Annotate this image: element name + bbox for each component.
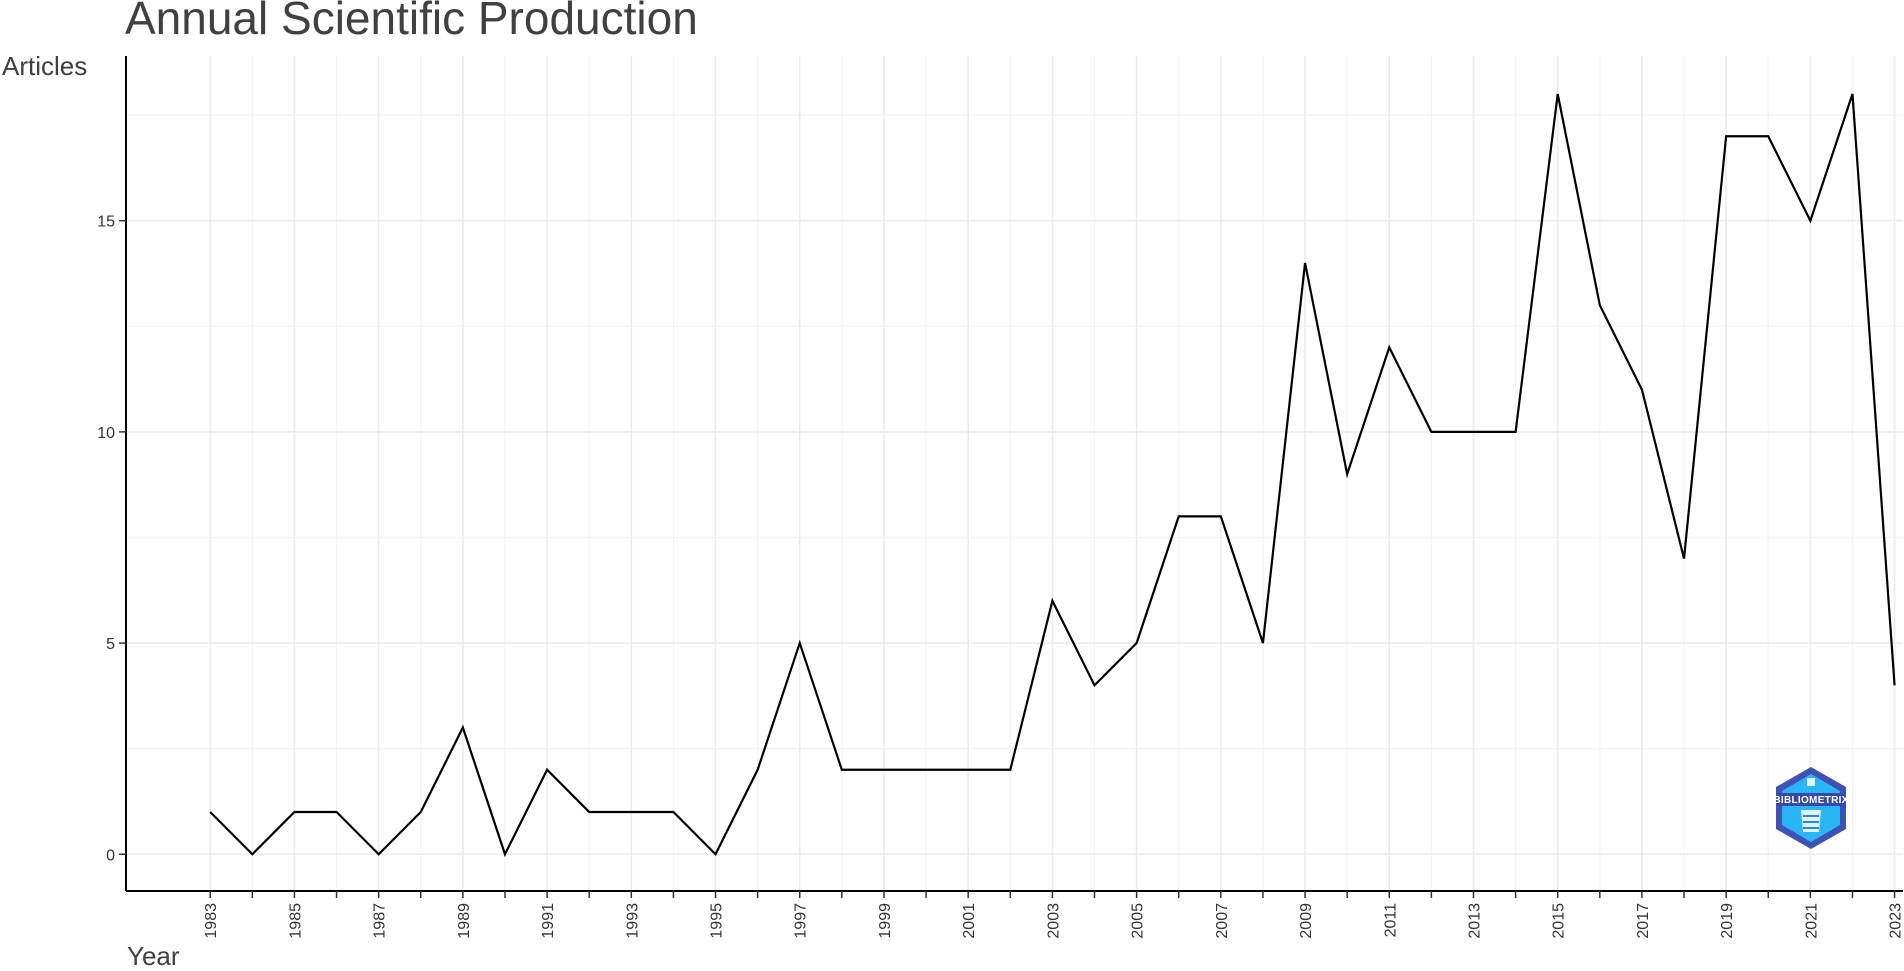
logo-stripes-icon xyxy=(1803,815,1819,829)
y-tick-label: 15 xyxy=(97,214,115,231)
x-tick-label: 2003 xyxy=(1045,903,1062,939)
x-tick-label: 1999 xyxy=(877,903,894,939)
x-tick-label: 2023 xyxy=(1888,903,1904,939)
bibliometrix-logo: BIBLIOMETRIX xyxy=(1773,767,1848,849)
logo-text: BIBLIOMETRIX xyxy=(1773,795,1848,806)
x-tick-label: 1985 xyxy=(287,903,304,939)
y-tick-label: 0 xyxy=(106,847,115,864)
x-tick-label: 1987 xyxy=(372,903,389,939)
x-tick-label: 2009 xyxy=(1298,903,1315,939)
x-tick-label: 2011 xyxy=(1382,903,1399,938)
x-tick-label: 1995 xyxy=(709,903,726,939)
y-axis-title: Articles xyxy=(2,51,87,81)
series-line xyxy=(209,93,1896,858)
logo-hexagon-inner xyxy=(1782,774,1840,842)
x-tick-label: 1989 xyxy=(456,903,473,939)
labels: Annual Scientific Production Articles Ye… xyxy=(2,0,698,971)
x-tick-label: 2013 xyxy=(1466,903,1483,939)
x-tick-label: 2021 xyxy=(1803,903,1820,939)
x-tick-label: 2015 xyxy=(1551,903,1568,939)
y-tick-label: 5 xyxy=(106,636,115,653)
logo-banner xyxy=(1777,793,1845,806)
grid xyxy=(126,56,1903,891)
x-axis-title: Year xyxy=(127,941,180,966)
x-tick-label: 2019 xyxy=(1719,903,1736,939)
x-tick-label: 2001 xyxy=(961,903,978,939)
x-tick-label: 2017 xyxy=(1635,903,1652,939)
logo-figure-icon xyxy=(1801,778,1821,832)
y-tick-label: 10 xyxy=(97,425,115,442)
axes: 0 5 10 15 1983 1985 1987 1989 1991 1993 1995 1997 19… xyxy=(97,56,1904,939)
x-tick-label: 2005 xyxy=(1130,903,1147,939)
x-tick-label: 1997 xyxy=(793,903,810,939)
x-tick-label: 2007 xyxy=(1214,903,1231,939)
x-tick-label: 1991 xyxy=(540,903,557,939)
series xyxy=(209,93,1896,858)
chart-title: Annual Scientific Production xyxy=(125,0,698,44)
x-tick-label: 1993 xyxy=(624,903,641,939)
x-tick-label: 1983 xyxy=(203,903,220,939)
